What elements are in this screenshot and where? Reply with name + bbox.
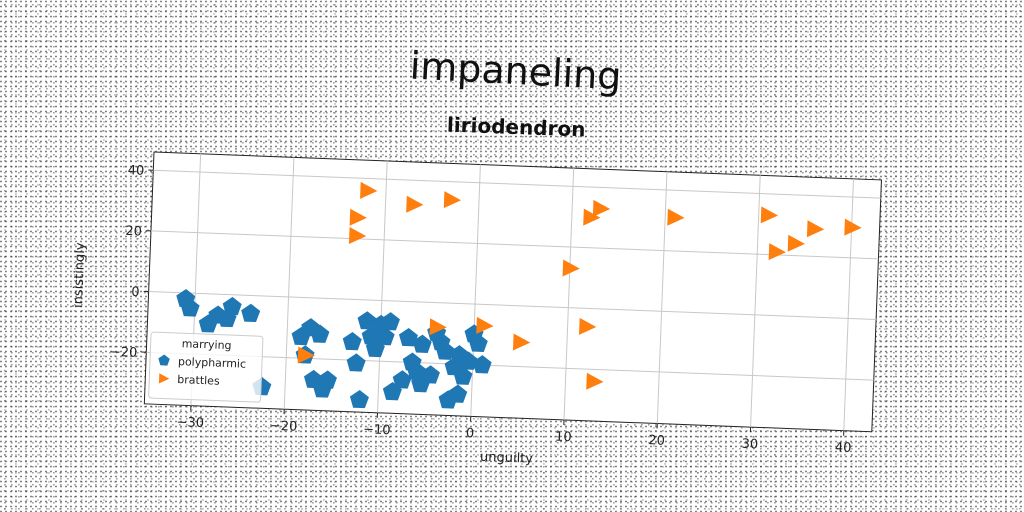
data-point [342, 331, 362, 351]
y-axis-label: insistingly [71, 242, 89, 308]
data-point [429, 318, 447, 336]
data-point [453, 366, 473, 385]
x-tick-label: −10 [363, 422, 391, 438]
y-tick-label: 0 [131, 285, 140, 300]
data-point [375, 327, 395, 346]
data-point [217, 308, 237, 328]
data-point [349, 208, 367, 226]
data-point [435, 341, 455, 360]
data-point [406, 195, 424, 213]
data-point [468, 333, 488, 353]
data-point [443, 191, 462, 209]
chart-title: impaneling [409, 44, 623, 99]
legend-entry: polypharmic [178, 355, 247, 371]
y-gridline [146, 351, 874, 381]
x-axis-label: unguilty [480, 450, 534, 467]
x-gridline [750, 175, 761, 428]
data-point [310, 324, 330, 343]
data-point [472, 355, 492, 374]
data-point [357, 311, 377, 330]
data-point [348, 226, 367, 244]
y-tick-label: 40 [127, 163, 144, 179]
legend-box [148, 331, 264, 403]
x-tick-label: 40 [835, 440, 852, 456]
x-gridline [656, 171, 668, 424]
data-point [349, 389, 369, 409]
x-gridline [563, 168, 575, 420]
y-gridline [153, 169, 881, 199]
data-point [380, 312, 400, 331]
data-point [180, 298, 200, 317]
legend-marker [158, 373, 170, 384]
data-point [241, 303, 261, 323]
x-gridline [470, 164, 481, 417]
y-tick-label: 20 [125, 224, 142, 240]
data-point [346, 353, 366, 372]
x-tick-label: −20 [270, 419, 298, 435]
x-tick-label: 0 [466, 426, 475, 441]
legend: marrying polypharmic brattles [148, 331, 264, 403]
legend-marker [158, 354, 170, 366]
y-tick-label: −20 [110, 345, 138, 361]
data-point [512, 333, 531, 351]
x-gridline [283, 157, 295, 410]
data-point [458, 351, 478, 370]
legend-title: marrying [181, 337, 231, 352]
x-gridline [843, 178, 854, 431]
x-tick-label: 20 [648, 433, 665, 449]
data-point [448, 384, 468, 403]
data-point [787, 234, 805, 252]
x-tick-label: −30 [176, 415, 204, 431]
data-point [562, 259, 580, 277]
chart-subtitle: liriodendron [447, 113, 586, 142]
y-gridline [150, 230, 879, 260]
x-tick-label: 30 [741, 437, 758, 453]
data-point [476, 316, 494, 334]
legend-entry: brattles [177, 373, 220, 388]
data-point [360, 181, 378, 199]
data-point [844, 218, 862, 236]
y-gridline [148, 291, 877, 321]
data-point [586, 372, 604, 390]
x-tick-label: 10 [555, 430, 572, 446]
series-polypharmic [176, 289, 492, 409]
data-point [297, 346, 316, 364]
series-brattles [297, 181, 862, 390]
grid [146, 153, 881, 431]
data-point [578, 317, 597, 335]
data-point [317, 370, 337, 389]
data-point [392, 370, 412, 389]
axis-ticks: −30 −20 −10 0 10 20 30 40 −20 0 20 40 [110, 163, 852, 456]
data-point [592, 199, 611, 217]
plot-area [143, 151, 882, 433]
data-point [412, 334, 432, 353]
data-point [667, 208, 685, 226]
data-points [176, 181, 862, 409]
data-point [760, 206, 779, 224]
x-gridline [376, 160, 388, 413]
data-point [583, 208, 601, 226]
data-point [806, 220, 825, 238]
data-point [768, 243, 786, 261]
data-point [420, 365, 440, 384]
chart-frame: −30 −20 −10 0 10 20 30 40 −20 0 20 40 marrying polyp… [71, 151, 882, 467]
